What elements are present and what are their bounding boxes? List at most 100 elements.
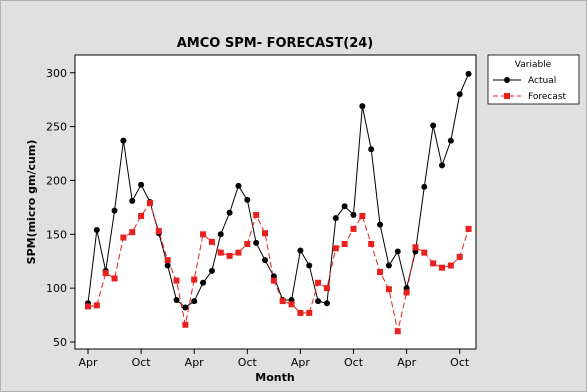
forecast-point	[191, 276, 198, 283]
forecast-point	[359, 212, 366, 219]
forecast-point	[394, 328, 401, 335]
actual-point	[315, 298, 322, 305]
forecast-point	[341, 240, 348, 247]
actual-point	[200, 279, 207, 286]
actual-point	[297, 247, 304, 254]
forecast-point	[102, 270, 109, 277]
forecast-point	[412, 244, 419, 251]
forecast-point	[465, 225, 472, 232]
actual-point	[430, 122, 437, 129]
y-tick-label: 300	[46, 67, 67, 80]
forecast-point	[315, 279, 322, 286]
forecast-point	[421, 249, 428, 256]
actual-point	[332, 215, 339, 222]
actual-point	[350, 211, 357, 218]
actual-point	[447, 137, 454, 144]
actual-point	[138, 181, 145, 188]
forecast-point	[403, 289, 410, 296]
actual-point	[341, 203, 348, 210]
forecast-point	[368, 240, 375, 247]
forecast-series-line	[87, 201, 470, 332]
forecast-point	[111, 275, 118, 282]
forecast-point	[138, 212, 145, 219]
actual-point	[253, 239, 260, 246]
actual-point	[377, 221, 384, 228]
y-tick-label: 100	[46, 282, 67, 295]
forecast-point	[164, 257, 171, 264]
y-tick-label: 150	[46, 228, 67, 241]
plot-area	[74, 54, 477, 350]
actual-point	[120, 137, 127, 144]
x-tick-label: Oct	[344, 356, 364, 369]
forecast-point	[200, 231, 207, 238]
y-tick-label: 200	[46, 174, 67, 187]
chart-title: AMCO SPM- FORECAST(24)	[177, 36, 374, 51]
forecast-point	[217, 249, 224, 256]
forecast-point	[85, 303, 91, 310]
actual-point	[244, 196, 251, 203]
legend-forecast-marker	[504, 93, 510, 99]
actual-point	[323, 300, 330, 307]
legend-forecast-label: Forecast	[528, 92, 567, 102]
forecast-point	[155, 228, 162, 235]
actual-point	[368, 146, 375, 153]
actual-point	[439, 162, 445, 169]
forecast-point	[208, 238, 215, 245]
forecast-point	[288, 301, 295, 308]
forecast-point	[306, 309, 313, 316]
forecast-point	[332, 245, 339, 252]
actual-series-line	[87, 73, 470, 309]
actual-point	[226, 209, 233, 216]
actual-point	[208, 267, 215, 274]
forecast-point	[129, 229, 136, 236]
forecast-point	[439, 264, 445, 271]
series-layer	[85, 70, 472, 335]
forecast-point	[120, 234, 127, 241]
forecast-point	[297, 309, 304, 316]
actual-point	[129, 197, 136, 204]
x-axis-label: Month	[255, 371, 294, 384]
actual-point	[164, 262, 171, 269]
forecast-point	[323, 285, 330, 292]
x-tick-label: Apr	[78, 356, 98, 369]
forecast-point	[279, 298, 286, 305]
x-tick-label: Apr	[291, 356, 311, 369]
x-tick-label: Oct	[450, 356, 470, 369]
legend-actual-marker	[504, 77, 510, 83]
forecast-point	[93, 302, 100, 309]
forecast-point	[350, 225, 357, 232]
forecast-point	[385, 286, 392, 293]
actual-point	[93, 226, 100, 233]
x-tick-label: Apr	[397, 356, 417, 369]
actual-point	[394, 248, 401, 255]
legend-actual-label: Actual	[528, 76, 556, 86]
actual-point	[385, 262, 392, 269]
y-axis-label: SPM(micro gm/cum)	[25, 140, 38, 265]
forecast-point	[270, 277, 277, 284]
actual-point	[173, 296, 180, 303]
actual-point	[359, 103, 366, 110]
forecast-point	[430, 260, 437, 267]
forecast-point	[173, 277, 180, 284]
actual-point	[235, 182, 242, 189]
actual-point	[111, 207, 118, 214]
actual-point	[262, 257, 268, 264]
actual-point	[306, 262, 313, 269]
forecast-point	[244, 240, 251, 247]
y-tick-label: 50	[53, 336, 67, 349]
legend-title: Variable	[515, 60, 552, 70]
forecast-point	[456, 253, 463, 260]
forecast-point	[377, 268, 384, 275]
y-tick-label: 250	[46, 121, 67, 134]
x-tick-label: Oct	[132, 356, 152, 369]
actual-point	[465, 70, 472, 77]
x-tick-label: Apr	[185, 356, 205, 369]
actual-point	[217, 231, 224, 238]
actual-point	[191, 298, 198, 305]
forecast-point	[235, 249, 242, 256]
actual-point	[421, 183, 428, 190]
forecast-point	[182, 321, 189, 328]
forecast-point	[146, 200, 153, 207]
